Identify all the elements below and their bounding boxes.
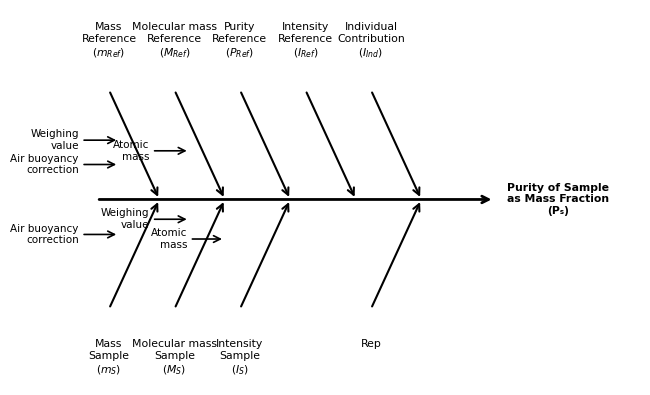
Text: Mass
Sample
$(m_S)$: Mass Sample $(m_S)$ bbox=[88, 339, 129, 376]
Text: Rep: Rep bbox=[361, 339, 382, 350]
Text: Weighing
value: Weighing value bbox=[31, 130, 79, 151]
Text: Intensity
Reference
$(I_{Ref})$: Intensity Reference $(I_{Ref})$ bbox=[278, 23, 333, 60]
Text: Purity of Sample
as Mass Fraction
(Pₛ): Purity of Sample as Mass Fraction (Pₛ) bbox=[507, 183, 609, 216]
Text: Weighing
value: Weighing value bbox=[101, 209, 150, 230]
Text: Molecular mass
Sample
$(M_S)$: Molecular mass Sample $(M_S)$ bbox=[132, 339, 217, 376]
Text: Intensity
Sample
$(I_S)$: Intensity Sample $(I_S)$ bbox=[216, 339, 263, 376]
Text: Individual
Contribution
$(I_{Ind})$: Individual Contribution $(I_{Ind})$ bbox=[337, 23, 405, 60]
Text: Purity
Reference
$(P_{Ref})$: Purity Reference $(P_{Ref})$ bbox=[213, 23, 268, 60]
Text: Atomic
mass: Atomic mass bbox=[151, 228, 187, 250]
Text: Air buoyancy
correction: Air buoyancy correction bbox=[10, 154, 79, 175]
Text: Atomic
mass: Atomic mass bbox=[113, 140, 150, 162]
Text: Molecular mass
Reference
$(M_{Ref})$: Molecular mass Reference $(M_{Ref})$ bbox=[132, 23, 217, 60]
Text: Air buoyancy
correction: Air buoyancy correction bbox=[10, 224, 79, 245]
Text: Mass
Reference
$(m_{Ref})$: Mass Reference $(m_{Ref})$ bbox=[81, 23, 136, 60]
